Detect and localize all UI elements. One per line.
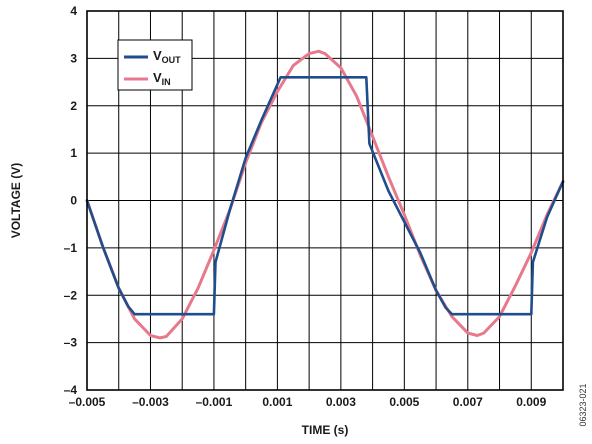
x-tick-label: 0.009 [516, 395, 546, 409]
y-axis-title: VOLTAGE (V) [9, 163, 23, 239]
x-axis-title: TIME (s) [302, 423, 349, 437]
x-tick-label: 0.007 [453, 395, 483, 409]
y-tick-label: –2 [64, 288, 78, 302]
y-tick-label: 4 [70, 4, 77, 18]
x-tick-label: –0.003 [132, 395, 169, 409]
plot-frame [86, 10, 564, 391]
x-tick-label: 0.005 [389, 395, 419, 409]
y-tick-labels: –4 –3 –2 –1 0 1 2 3 4 [64, 4, 78, 397]
x-tick-label: 0.001 [262, 395, 292, 409]
legend-box [117, 39, 193, 91]
data-series [85, 49, 565, 340]
legend: VOUT VIN [117, 39, 193, 91]
x-tick-label: –0.001 [196, 395, 233, 409]
x-tick-label: –0.005 [69, 395, 106, 409]
x-tick-labels: –0.005 –0.003 –0.001 0.001 0.003 0.005 0.007 0.… [69, 395, 547, 409]
legend-label-vout: VOUT [153, 48, 181, 65]
figure-id: 06323-021 [578, 383, 588, 426]
y-tick-label: –1 [64, 241, 78, 255]
y-tick-label: 1 [70, 146, 77, 160]
y-tick-label: 2 [70, 99, 77, 113]
y-tick-label: 0 [70, 194, 77, 208]
y-tick-label: 3 [70, 51, 77, 65]
y-tick-label: –3 [64, 336, 78, 350]
series-line-vin [85, 49, 565, 340]
legend-label-vin: VIN [153, 70, 171, 87]
y-tick-label: –4 [64, 383, 78, 397]
series-line-vout [85, 76, 565, 316]
x-tick-label: 0.003 [326, 395, 356, 409]
